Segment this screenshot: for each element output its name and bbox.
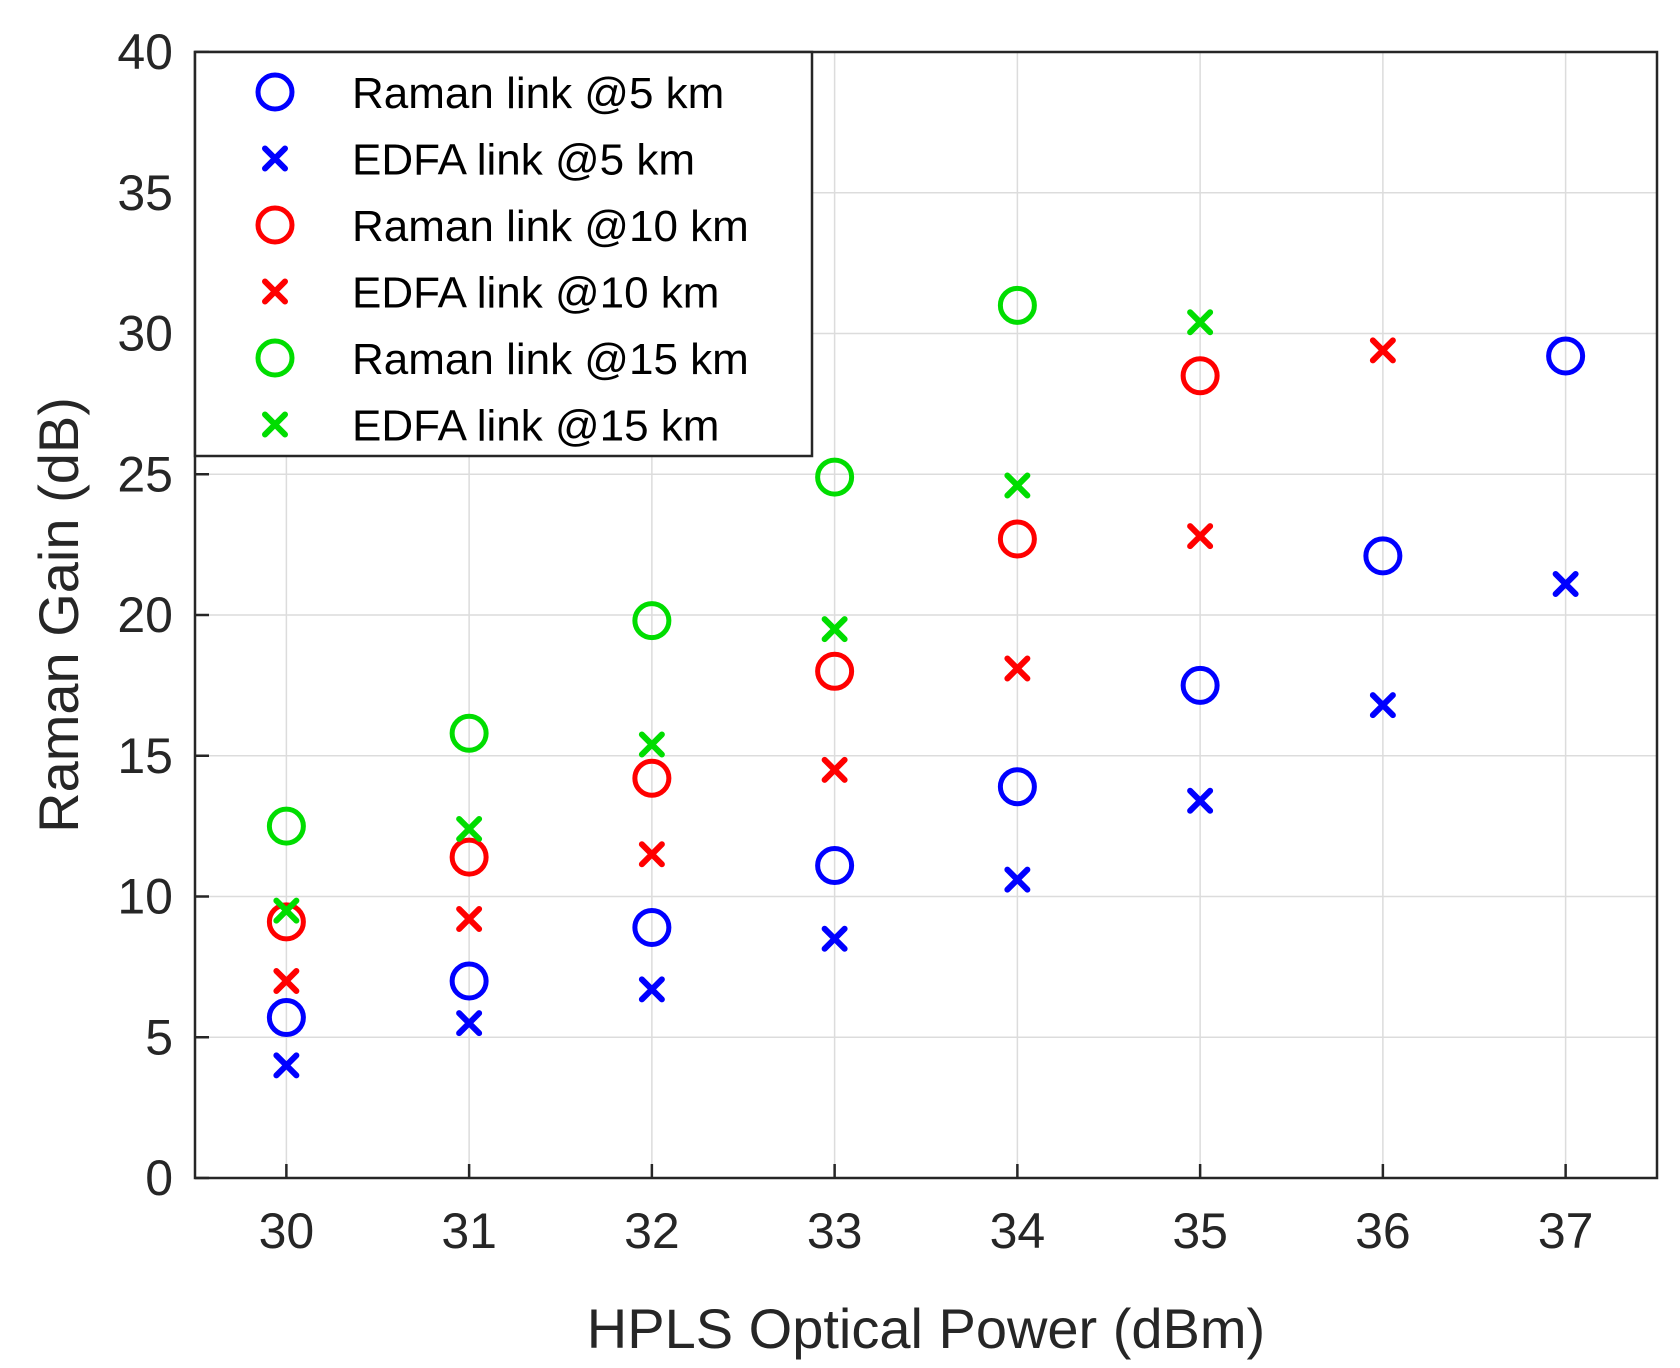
y-tick-label: 0 xyxy=(145,1150,173,1206)
legend-marker xyxy=(262,278,288,305)
y-tick-label: 25 xyxy=(117,446,173,502)
y-tick-label: 30 xyxy=(117,306,173,362)
data-point xyxy=(638,976,665,1003)
x-tick-label: 37 xyxy=(1538,1203,1594,1259)
series-raman-link-15-km xyxy=(266,285,1037,846)
data-point xyxy=(1004,472,1031,499)
series-raman-link-10-km xyxy=(266,356,1220,942)
data-point xyxy=(449,961,489,1001)
y-tick-label: 15 xyxy=(117,728,173,784)
data-point xyxy=(456,815,483,842)
y-tick-label: 35 xyxy=(117,165,173,221)
x-tick-label: 30 xyxy=(259,1203,315,1259)
y-tick-label: 20 xyxy=(117,587,173,643)
data-point xyxy=(1004,655,1031,682)
data-point xyxy=(273,1052,300,1079)
series-edfa-link-15-km xyxy=(273,309,1214,924)
data-point xyxy=(1180,356,1220,396)
legend-item: EDFA link @5 km xyxy=(262,136,695,185)
y-axis-label: Raman Gain (dB) xyxy=(27,397,90,833)
legend-label: EDFA link @10 km xyxy=(352,269,719,318)
data-point xyxy=(632,758,672,798)
legend-box xyxy=(193,50,814,458)
data-point xyxy=(815,457,855,497)
data-point xyxy=(1187,309,1214,336)
data-point xyxy=(266,998,306,1038)
x-tick-label: 35 xyxy=(1172,1203,1228,1259)
y-tick-label: 10 xyxy=(117,869,173,925)
data-point xyxy=(997,519,1037,559)
legend-marker xyxy=(262,411,288,438)
data-point xyxy=(273,897,300,924)
legend-item: Raman link @5 km xyxy=(255,69,724,118)
x-tick-label: 32 xyxy=(624,1203,680,1259)
data-point xyxy=(821,925,848,952)
data-point xyxy=(997,767,1037,807)
data-point xyxy=(638,841,665,868)
data-point xyxy=(1187,523,1214,550)
x-tick-label: 33 xyxy=(807,1203,863,1259)
data-point xyxy=(632,907,672,947)
legend-marker xyxy=(262,145,288,172)
legend-item: Raman link @15 km xyxy=(255,335,749,384)
series-edfa-link-10-km xyxy=(273,337,1396,994)
plot-frame xyxy=(193,50,1659,1180)
legend-label: EDFA link @15 km xyxy=(352,402,719,451)
data-point xyxy=(273,967,300,994)
data-point xyxy=(449,713,489,753)
data-point xyxy=(815,651,855,691)
data-point xyxy=(997,285,1037,325)
x-tick-label: 36 xyxy=(1355,1203,1411,1259)
legend-marker xyxy=(255,205,295,245)
x-tick-label: 31 xyxy=(441,1203,497,1259)
legend-marker xyxy=(255,72,295,112)
x-axis-ticks: 30 31 32 33 34 35 36 37 xyxy=(259,1164,1594,1259)
data-point xyxy=(638,731,665,758)
x-tick-label: 34 xyxy=(990,1203,1046,1259)
legend-item: EDFA link @15 km xyxy=(262,402,719,451)
y-axis-ticks: 0 5 10 15 20 25 30 35 40 xyxy=(117,24,209,1206)
data-point xyxy=(815,846,855,886)
legend-label: EDFA link @5 km xyxy=(352,136,695,185)
y-tick-label: 40 xyxy=(117,24,173,80)
data-point xyxy=(456,906,483,933)
data-point xyxy=(1180,665,1220,705)
data-point xyxy=(1369,692,1396,719)
data-point xyxy=(1369,337,1396,364)
legend-item: EDFA link @10 km xyxy=(262,269,719,318)
data-point xyxy=(266,806,306,846)
data-point xyxy=(821,616,848,643)
y-tick-label: 5 xyxy=(145,1009,173,1065)
legend-item: Raman link @10 km xyxy=(255,202,749,251)
legend-label: Raman link @10 km xyxy=(352,202,749,251)
data-point xyxy=(266,902,306,942)
data-point xyxy=(1552,571,1579,598)
data-point xyxy=(821,756,848,783)
data-points xyxy=(266,285,1586,1079)
data-point xyxy=(1004,866,1031,893)
data-point xyxy=(632,601,672,641)
data-point xyxy=(449,837,489,877)
legend-marker xyxy=(255,338,295,378)
legend-label: Raman link @15 km xyxy=(352,335,749,384)
series-raman-link-5-km xyxy=(266,336,1586,1038)
data-point xyxy=(456,1010,483,1037)
data-point xyxy=(1187,787,1214,814)
data-point xyxy=(1363,536,1403,576)
legend: Raman link @5 km EDFA link @5 km Raman lin… xyxy=(193,50,814,458)
data-point xyxy=(1546,336,1586,376)
series-edfa-link-5-km xyxy=(273,571,1579,1079)
legend-label: Raman link @5 km xyxy=(352,69,724,118)
x-axis-label: HPLS Optical Power (dBm) xyxy=(587,1297,1265,1360)
